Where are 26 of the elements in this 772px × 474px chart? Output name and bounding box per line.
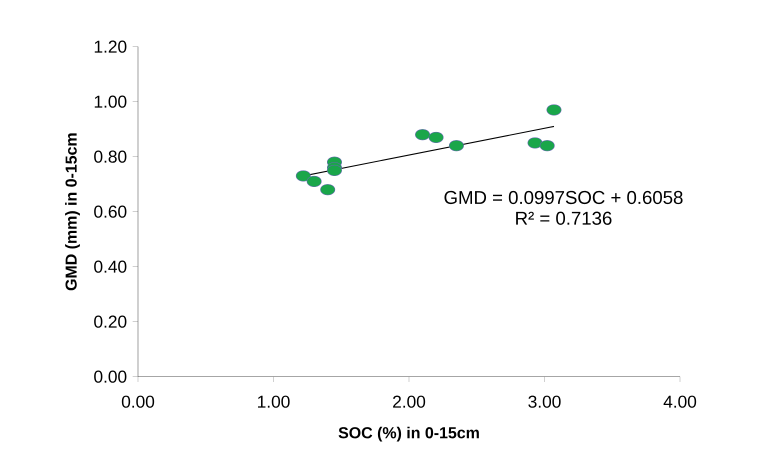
x-tick-label: 2.00 [393,396,426,408]
x-axis-title: SOC (%) in 0-15cm [338,426,479,442]
point [540,140,555,152]
x-tick-label: 3.00 [528,396,561,408]
point [428,132,444,144]
x-tick-label: 0.00 [122,396,154,408]
y-tick-label: 0.60 [94,206,126,218]
y-tick-label: 1.00 [94,96,126,108]
point [448,140,464,152]
y-axis-title: GMD (mm) in 0-15cm [65,133,80,290]
point [296,170,311,182]
x-tick-label: 1.00 [258,396,290,408]
point [415,129,430,140]
y-tick-label: 0.80 [94,150,126,163]
y-tick-label: 0.40 [94,260,126,273]
y-tick-label: 0.00 [94,370,126,383]
annotation: GMD = 0.0997SOC + 0.6058 [444,190,683,204]
point [528,137,542,149]
x-tick-label: 4.00 [664,396,696,408]
point [320,184,336,196]
annotation: R² = 0.7136 [516,212,612,225]
point [327,164,342,176]
point [546,104,562,116]
point [306,176,322,188]
y-tick-label: 1.20 [94,40,126,53]
y-tick-label: 0.20 [94,316,126,328]
